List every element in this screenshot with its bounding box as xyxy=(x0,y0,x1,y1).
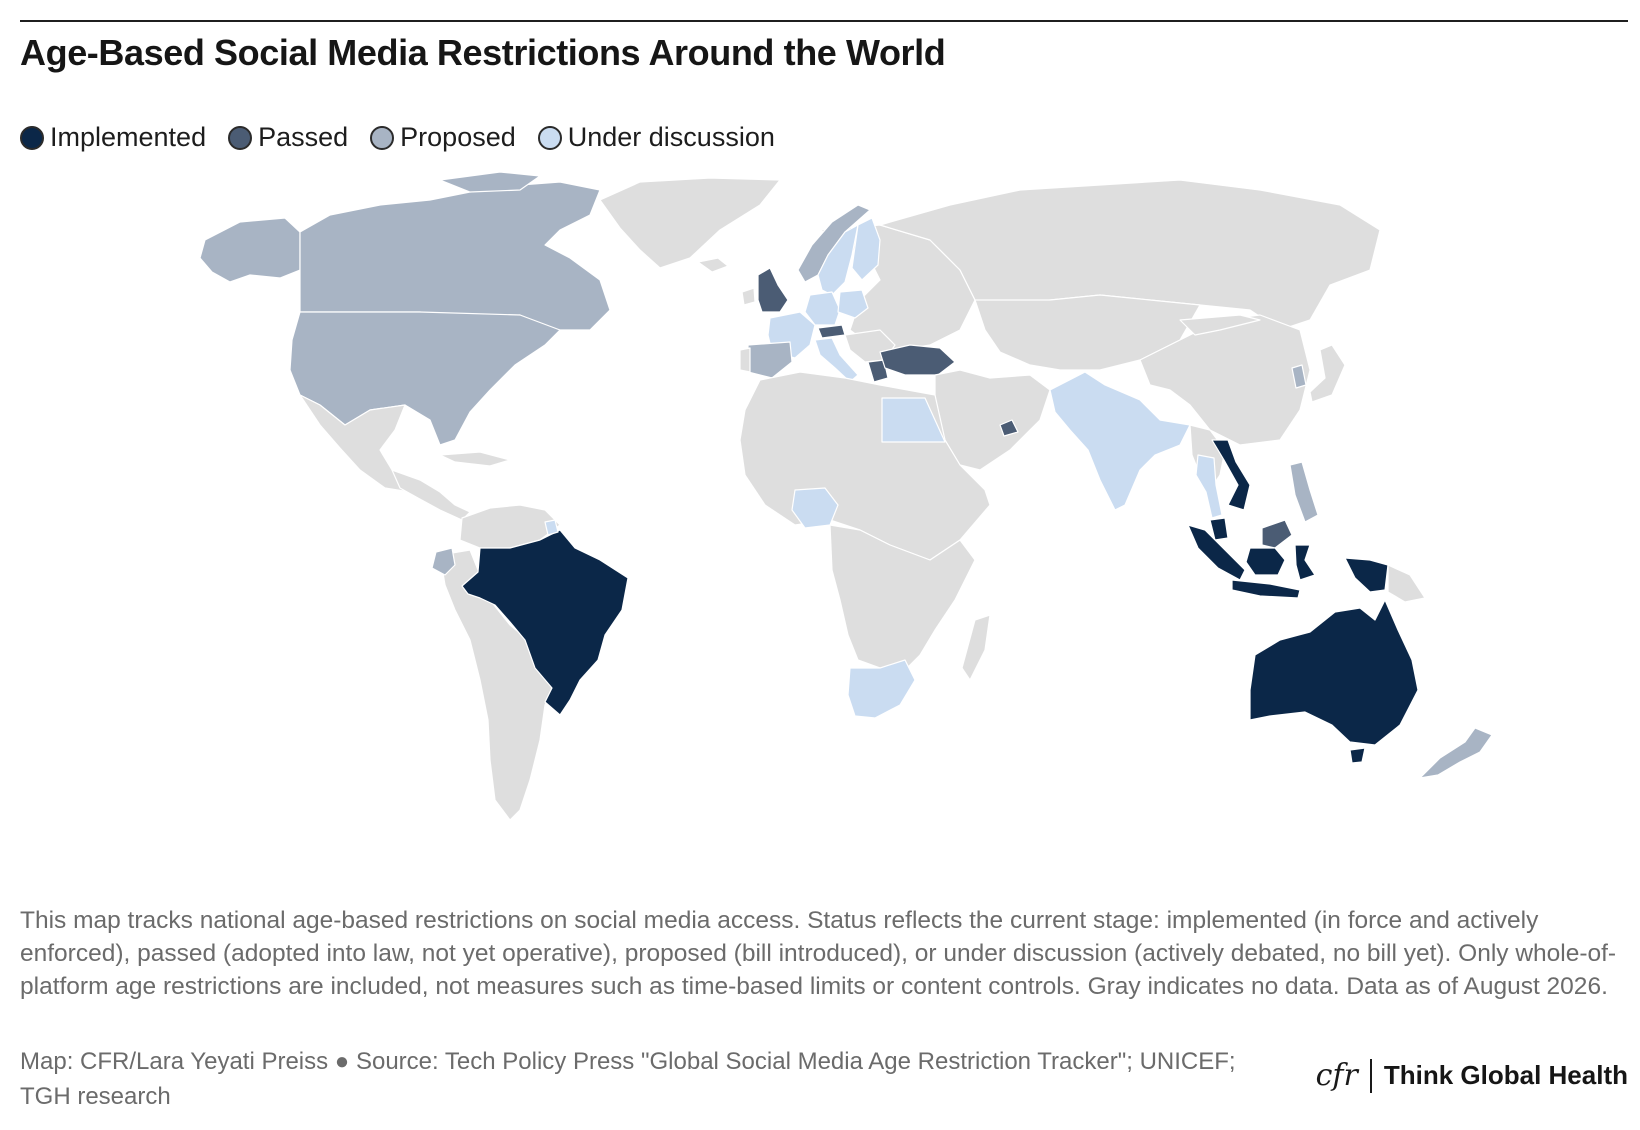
country-caribbean xyxy=(439,451,511,467)
country-ireland xyxy=(741,287,756,306)
legend-item-implemented: Implemented xyxy=(20,122,206,153)
country-egypt xyxy=(881,397,946,443)
country-thailand xyxy=(1195,454,1223,519)
country-italy xyxy=(814,337,859,383)
footnote: This map tracks national age-based restr… xyxy=(20,907,1617,1000)
country-australia xyxy=(1249,599,1419,746)
country-indonesia-papua xyxy=(1344,557,1389,593)
country-finland xyxy=(851,217,881,281)
country-india xyxy=(1049,371,1191,511)
legend-label-passed: Passed xyxy=(258,122,349,152)
country-africa-south xyxy=(829,524,976,671)
country-malaysia-borneo xyxy=(1261,519,1293,549)
country-poland xyxy=(837,289,869,319)
country-indonesia-java xyxy=(1231,579,1301,599)
country-iceland xyxy=(697,257,729,273)
country-ecuador xyxy=(431,547,456,576)
country-japan xyxy=(1309,344,1346,403)
country-uae xyxy=(999,419,1019,437)
brand-lockup: cfr Think Global Health xyxy=(1316,1058,1628,1093)
country-greenland xyxy=(599,177,781,269)
legend-label-implemented: Implemented xyxy=(50,122,207,152)
country-tasmania xyxy=(1349,747,1366,764)
legend-swatch-passed xyxy=(228,125,253,150)
country-brazil xyxy=(461,529,629,716)
country-madagascar xyxy=(961,614,991,681)
country-indonesia-sumatra xyxy=(1187,524,1246,581)
world-map xyxy=(0,170,1640,870)
country-canada-islands xyxy=(439,171,541,193)
brand-divider xyxy=(1369,1058,1372,1093)
legend-item-passed: Passed xyxy=(228,122,348,153)
country-portugal xyxy=(739,347,751,373)
country-indonesia-borneo xyxy=(1245,547,1286,576)
country-canada xyxy=(299,181,611,331)
source-credit: Map: CFR/Lara Yeyati Preiss ● Source: Te… xyxy=(20,1048,1236,1110)
legend: Implemented Passed Proposed Under discus… xyxy=(20,122,775,153)
country-mongolia xyxy=(1179,314,1261,336)
country-greece xyxy=(867,359,889,383)
country-turkey xyxy=(879,344,956,376)
legend-swatch-under-discussion xyxy=(537,125,562,150)
country-central-america xyxy=(391,469,471,521)
world-map-svg xyxy=(199,171,1493,821)
country-united-kingdom xyxy=(757,267,789,313)
top-rule xyxy=(20,20,1628,22)
country-png xyxy=(1387,564,1426,603)
country-malaysia xyxy=(1209,517,1229,541)
country-norway xyxy=(797,204,871,283)
legend-swatch-implemented xyxy=(20,125,44,150)
country-alaska xyxy=(199,217,301,283)
country-south-africa xyxy=(847,659,916,719)
legend-swatch-proposed xyxy=(370,125,395,150)
cfr-logo: cfr xyxy=(1315,1058,1358,1093)
map-title: Age-Based Social Media Restrictions Arou… xyxy=(20,32,946,73)
country-vietnam xyxy=(1211,439,1251,511)
legend-label-proposed: Proposed xyxy=(400,122,516,152)
country-sweden xyxy=(817,224,859,296)
legend-item-under-discussion: Under discussion xyxy=(537,122,775,153)
legend-label-under-discussion: Under discussion xyxy=(567,122,775,152)
legend-item-proposed: Proposed xyxy=(370,122,516,153)
country-indonesia-sulawesi xyxy=(1294,544,1316,581)
country-spain xyxy=(747,341,793,379)
country-suriname xyxy=(544,519,559,536)
country-philippines xyxy=(1289,461,1319,523)
country-germany xyxy=(804,291,841,326)
country-new-zealand xyxy=(1419,727,1493,779)
country-austria xyxy=(817,324,846,339)
country-korea xyxy=(1291,364,1307,389)
brand-name: Think Global Health xyxy=(1383,1060,1628,1090)
